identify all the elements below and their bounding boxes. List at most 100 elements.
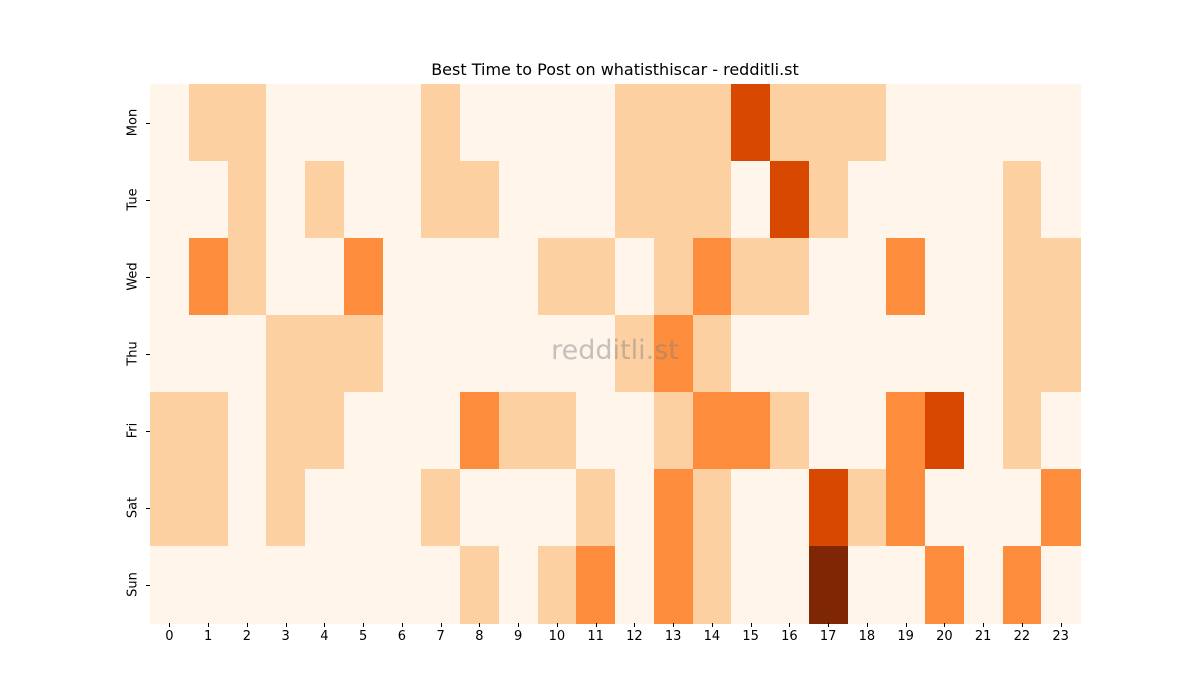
heatmap-cell [227, 84, 267, 162]
heatmap-cell [615, 84, 655, 162]
heatmap-cell [963, 546, 1004, 624]
heatmap-cell [227, 315, 267, 393]
heatmap-cell [150, 546, 190, 624]
heatmap-cell [188, 392, 229, 470]
heatmap-cell [421, 161, 461, 239]
heatmap-cell [537, 546, 577, 624]
heatmap-cell [266, 469, 306, 547]
heatmap-cell [498, 84, 539, 162]
x-tick-label: 20 [936, 629, 953, 644]
y-tick-label: Sat [125, 496, 141, 518]
x-tick-label: 9 [513, 629, 523, 644]
heatmap-cell [1002, 469, 1042, 547]
heatmap-cell [537, 238, 577, 316]
heatmap-cell [731, 238, 771, 316]
heatmap-cell [653, 392, 694, 470]
heatmap-cell [653, 469, 694, 547]
x-tick-label: 15 [742, 629, 759, 644]
x-tick-label: 21 [974, 629, 992, 644]
heatmap-cell [692, 546, 732, 624]
y-tick [146, 584, 150, 586]
heatmap-cell [615, 392, 655, 470]
heatmap-cell [925, 84, 965, 162]
heatmap-cell [963, 392, 1004, 470]
heatmap-cell [382, 161, 422, 239]
x-tick [518, 623, 520, 627]
heatmap-cell [498, 161, 539, 239]
heatmap-cell [1002, 84, 1042, 162]
heatmap-cell [731, 161, 771, 239]
x-tick [595, 623, 597, 627]
heatmap-cell [653, 315, 694, 393]
heatmap-cell [150, 84, 190, 162]
heatmap-cell [382, 84, 422, 162]
heatmap-cell [150, 392, 190, 470]
x-tick-label: 4 [320, 629, 329, 644]
heatmap-cell [498, 315, 539, 393]
x-tick-label: 11 [587, 629, 604, 644]
heatmap-cell [847, 161, 887, 239]
x-tick [479, 623, 481, 627]
heatmap-cell [653, 84, 694, 162]
heatmap-cell [731, 315, 771, 393]
heatmap-cell [963, 469, 1004, 547]
x-tick-label: 5 [358, 629, 368, 644]
heatmap-cell [460, 238, 500, 316]
x-tick [363, 623, 365, 627]
heatmap-cell [770, 84, 810, 162]
y-tick [146, 353, 150, 355]
heatmap-cell [808, 161, 849, 239]
x-tick [944, 623, 946, 627]
heatmap-cell [615, 315, 655, 393]
heatmap-cell [886, 84, 926, 162]
heatmap-cell [1041, 84, 1081, 162]
x-tick-label: 17 [819, 629, 837, 644]
heatmap-cell [847, 469, 887, 547]
y-tick-label: Thu [125, 340, 141, 366]
x-tick [905, 623, 907, 627]
heatmap-cell [188, 161, 229, 239]
x-tick-label: 16 [781, 629, 798, 644]
heatmap-cell [963, 315, 1004, 393]
heatmap-cell [692, 315, 732, 393]
x-tick [1060, 623, 1062, 627]
heatmap-cell [1002, 161, 1042, 239]
heatmap-cell [615, 238, 655, 316]
heatmap-cell [188, 469, 229, 547]
heatmap-cell [266, 238, 306, 316]
heatmap-cell [1041, 469, 1081, 547]
x-tick [673, 623, 675, 627]
heatmap-cell [188, 84, 229, 162]
heatmap-cell [227, 392, 267, 470]
heatmap-cell [692, 161, 732, 239]
x-tick-label: 10 [548, 629, 566, 644]
heatmap-cell [770, 392, 810, 470]
heatmap-cell [266, 392, 306, 470]
heatmap-cell [886, 315, 926, 393]
x-tick [711, 623, 713, 627]
heatmap-cell [770, 315, 810, 393]
heatmap-cell [731, 84, 771, 162]
heatmap-cell [498, 392, 539, 470]
x-tick [750, 623, 752, 627]
heatmap-cell [343, 392, 384, 470]
heatmap-cell [421, 84, 461, 162]
heatmap-cell [963, 84, 1004, 162]
heatmap-cell [305, 315, 345, 393]
heatmap-cell [227, 546, 267, 624]
x-tick [983, 623, 985, 627]
heatmap-cell [188, 315, 229, 393]
heatmap-cell [963, 161, 1004, 239]
heatmap-cell [731, 392, 771, 470]
heatmap-cell [421, 315, 461, 393]
heatmap-cell [1002, 238, 1042, 316]
heatmap-cell [847, 546, 887, 624]
heatmap-cell [382, 238, 422, 316]
x-tick-label: 8 [475, 629, 484, 644]
heatmap-cell [963, 238, 1004, 316]
y-tick [146, 507, 150, 509]
heatmap-cell [498, 238, 539, 316]
heatmap-cell [615, 469, 655, 547]
y-tick-label: Sun [125, 571, 141, 597]
x-tick-label: 22 [1013, 629, 1031, 644]
